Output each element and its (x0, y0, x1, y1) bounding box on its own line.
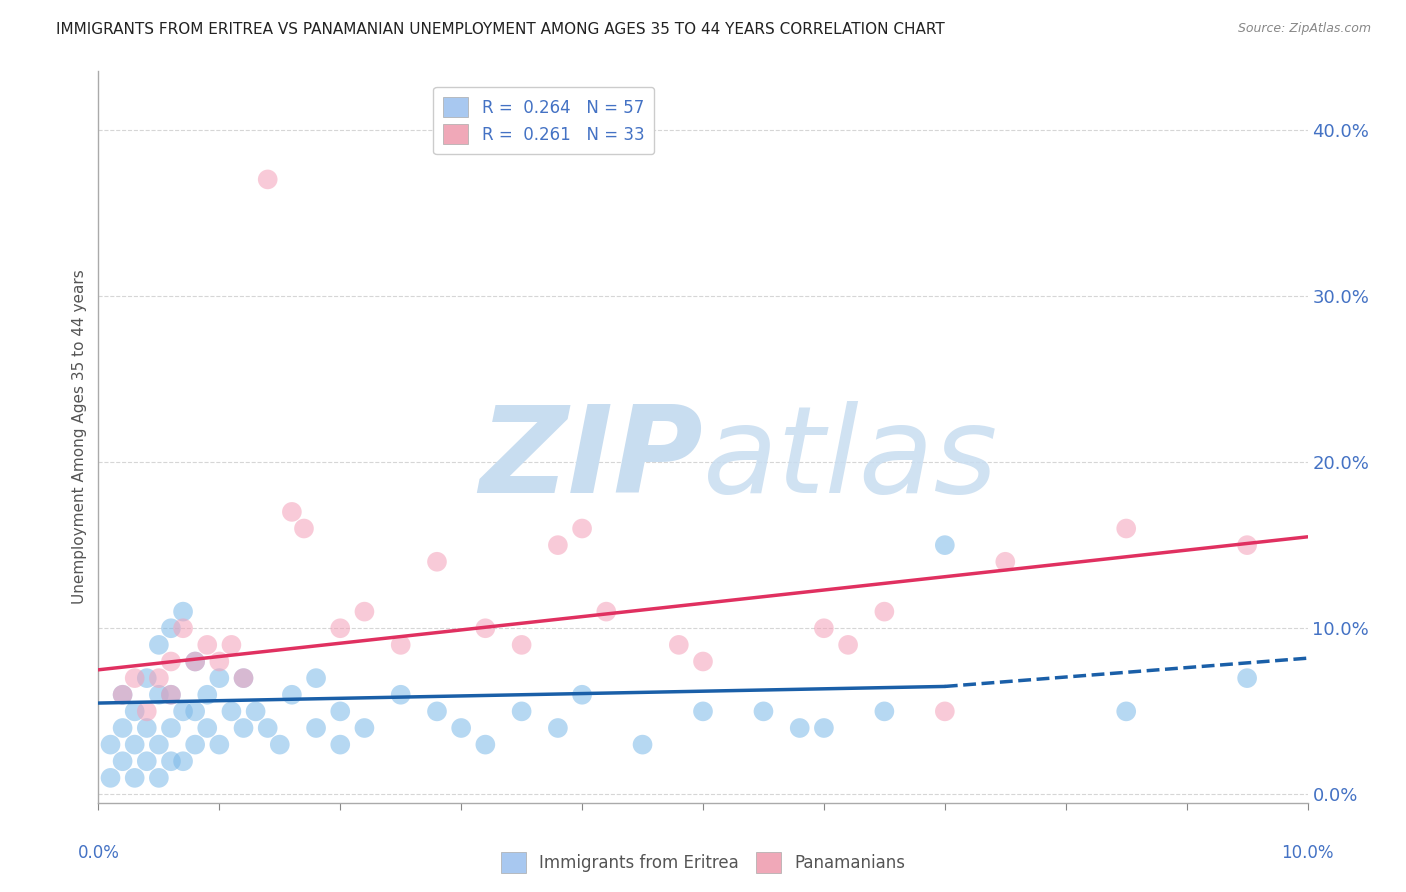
Point (1115, 705, 1137, 719)
Point (111, 688, 134, 702)
Point (195, 688, 218, 702)
Point (100, 738, 122, 752)
Point (160, 721, 183, 735)
Point (631, 738, 654, 752)
Point (256, 172, 278, 186)
Point (789, 721, 811, 735)
Point (148, 638, 170, 652)
Point (281, 505, 304, 519)
Point (474, 738, 496, 752)
Point (172, 705, 194, 719)
Legend: R =  0.264   N = 57, R =  0.261   N = 33: R = 0.264 N = 57, R = 0.261 N = 33 (433, 87, 654, 154)
Point (353, 605, 375, 619)
Text: IMMIGRANTS FROM ERITREA VS PANAMANIAN UNEMPLOYMENT AMONG AGES 35 TO 44 YEARS COR: IMMIGRANTS FROM ERITREA VS PANAMANIAN UN… (56, 22, 945, 37)
Point (160, 688, 183, 702)
Point (148, 738, 170, 752)
Point (329, 738, 352, 752)
Point (934, 705, 956, 719)
Point (389, 638, 412, 652)
Point (135, 705, 157, 719)
Point (124, 771, 146, 785)
Point (353, 721, 375, 735)
Point (752, 705, 775, 719)
Legend: Immigrants from Eritrea, Panamanians: Immigrants from Eritrea, Panamanians (495, 846, 911, 880)
Text: Source: ZipAtlas.com: Source: ZipAtlas.com (1237, 22, 1371, 36)
Point (160, 655, 183, 669)
Point (450, 721, 472, 735)
Point (184, 655, 207, 669)
Text: atlas: atlas (703, 401, 998, 517)
Point (1236, 538, 1258, 552)
Point (124, 738, 146, 752)
Text: 10.0%: 10.0% (1281, 845, 1334, 863)
Point (195, 638, 218, 652)
Point (305, 671, 328, 685)
Point (172, 754, 194, 768)
Point (510, 705, 533, 719)
Point (232, 721, 254, 735)
Point (232, 671, 254, 685)
Text: ZIP: ZIP (479, 401, 703, 517)
Point (100, 771, 122, 785)
Point (873, 605, 896, 619)
Point (221, 705, 243, 719)
Point (692, 655, 714, 669)
Point (111, 721, 134, 735)
Point (595, 605, 617, 619)
Point (329, 621, 352, 635)
Point (124, 671, 146, 685)
Point (148, 771, 170, 785)
Point (426, 555, 449, 569)
Point (160, 621, 183, 635)
Point (135, 754, 157, 768)
Point (547, 721, 569, 735)
Point (148, 671, 170, 685)
Point (389, 688, 412, 702)
Point (692, 705, 714, 719)
Point (1236, 671, 1258, 685)
Point (256, 721, 278, 735)
Point (135, 721, 157, 735)
Text: 0.0%: 0.0% (77, 845, 120, 863)
Point (195, 721, 218, 735)
Point (571, 688, 593, 702)
Point (329, 705, 352, 719)
Point (172, 605, 194, 619)
Point (292, 521, 315, 535)
Point (148, 688, 170, 702)
Point (135, 671, 157, 685)
Point (994, 555, 1017, 569)
Point (1115, 521, 1137, 535)
Point (571, 521, 593, 535)
Point (160, 754, 183, 768)
Point (208, 738, 231, 752)
Point (281, 688, 304, 702)
Point (837, 638, 859, 652)
Point (305, 721, 328, 735)
Point (547, 538, 569, 552)
Point (510, 638, 533, 652)
Point (668, 638, 690, 652)
Point (232, 671, 254, 685)
Point (160, 688, 183, 702)
Point (124, 705, 146, 719)
Point (934, 538, 956, 552)
Point (184, 705, 207, 719)
Point (184, 655, 207, 669)
Point (221, 638, 243, 652)
Point (111, 688, 134, 702)
Point (474, 621, 496, 635)
Point (426, 705, 449, 719)
Point (813, 721, 835, 735)
Point (184, 738, 207, 752)
Point (172, 621, 194, 635)
Point (873, 705, 896, 719)
Point (111, 754, 134, 768)
Y-axis label: Unemployment Among Ages 35 to 44 years: Unemployment Among Ages 35 to 44 years (72, 269, 87, 605)
Point (813, 621, 835, 635)
Point (269, 738, 291, 752)
Point (245, 705, 267, 719)
Point (208, 655, 231, 669)
Point (208, 671, 231, 685)
